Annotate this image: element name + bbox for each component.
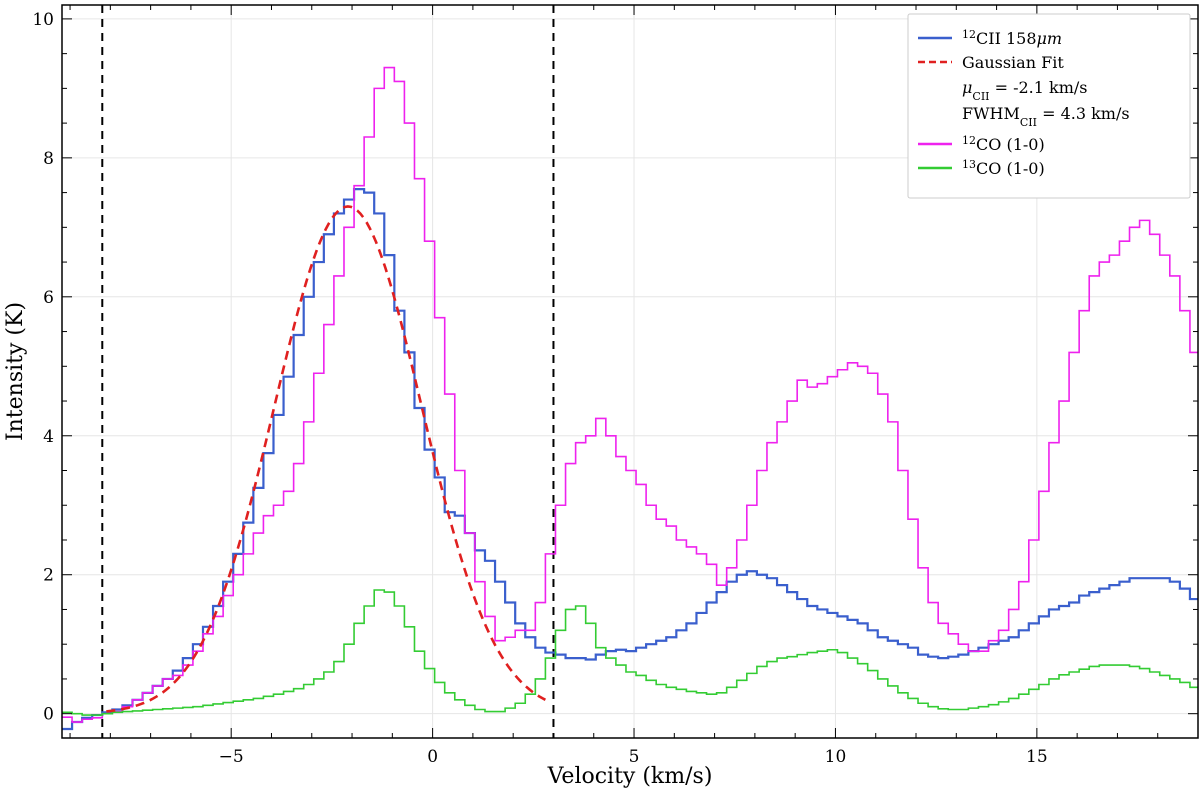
legend-fwhm-symbol: FWHM [962,104,1020,123]
plot-frame [61,4,1199,739]
y-axis-label: Intensity (K) [3,302,28,441]
legend: 12CII 158μm Gaussian Fit μCII = -2.1 km/… [907,13,1191,199]
series-line-cii [62,188,1198,731]
y-tick-label: 2 [43,566,54,586]
legend-cii-unit: μm [1037,29,1063,48]
legend-co12-isotope: 12 [962,134,976,147]
x-tick-label: 15 [1026,747,1048,767]
series-line-co13 [62,589,1198,716]
velocity-range-markers [101,5,555,738]
legend-mu-sub: CII [972,90,989,103]
legend-fwhm-value: = 4.3 km/s [1037,104,1130,123]
legend-box [907,13,1191,199]
y-tick-label: 10 [32,10,54,30]
legend-co12-label: CO (1-0) [976,135,1045,154]
legend-mu-symbol: μ [962,78,972,97]
axis-tick-labels: −5 0 5 10 15 0 2 4 6 8 10 [32,10,1047,767]
x-axis-label: Velocity (km/s) [547,764,713,789]
series-lines [62,66,1198,731]
y-tick-label: 4 [43,427,54,447]
legend-mu-value: = -2.1 km/s [990,78,1088,97]
series-line-co12 [62,66,1198,723]
x-tick-label: 10 [825,747,847,767]
y-tick-label: 6 [43,288,54,308]
legend-entry-cii: 12CII 158μm [962,28,1062,49]
x-tick-label: 5 [629,747,640,767]
legend-cii-isotope: 12 [962,28,976,41]
x-tick-label: 0 [427,747,438,767]
y-tick-label: 8 [43,149,54,169]
x-tick-label: −5 [219,747,244,767]
legend-entry-fit: Gaussian Fit [962,53,1064,72]
legend-fit-fwhm: FWHMCII = 4.3 km/s [962,104,1130,129]
y-tick-label: 0 [43,705,54,725]
legend-fit-mu: μCII = -2.1 km/s [962,78,1088,103]
legend-co13-label: CO (1-0) [976,159,1045,178]
legend-entry-co13: 13CO (1-0) [962,158,1045,179]
axis-ticks [62,5,1199,738]
legend-co13-isotope: 13 [962,158,976,171]
series-line-fit [106,205,547,713]
legend-entry-co12: 12CO (1-0) [962,134,1045,155]
legend-fwhm-sub: CII [1020,116,1037,129]
legend-cii-label: CII 158 [976,29,1037,48]
